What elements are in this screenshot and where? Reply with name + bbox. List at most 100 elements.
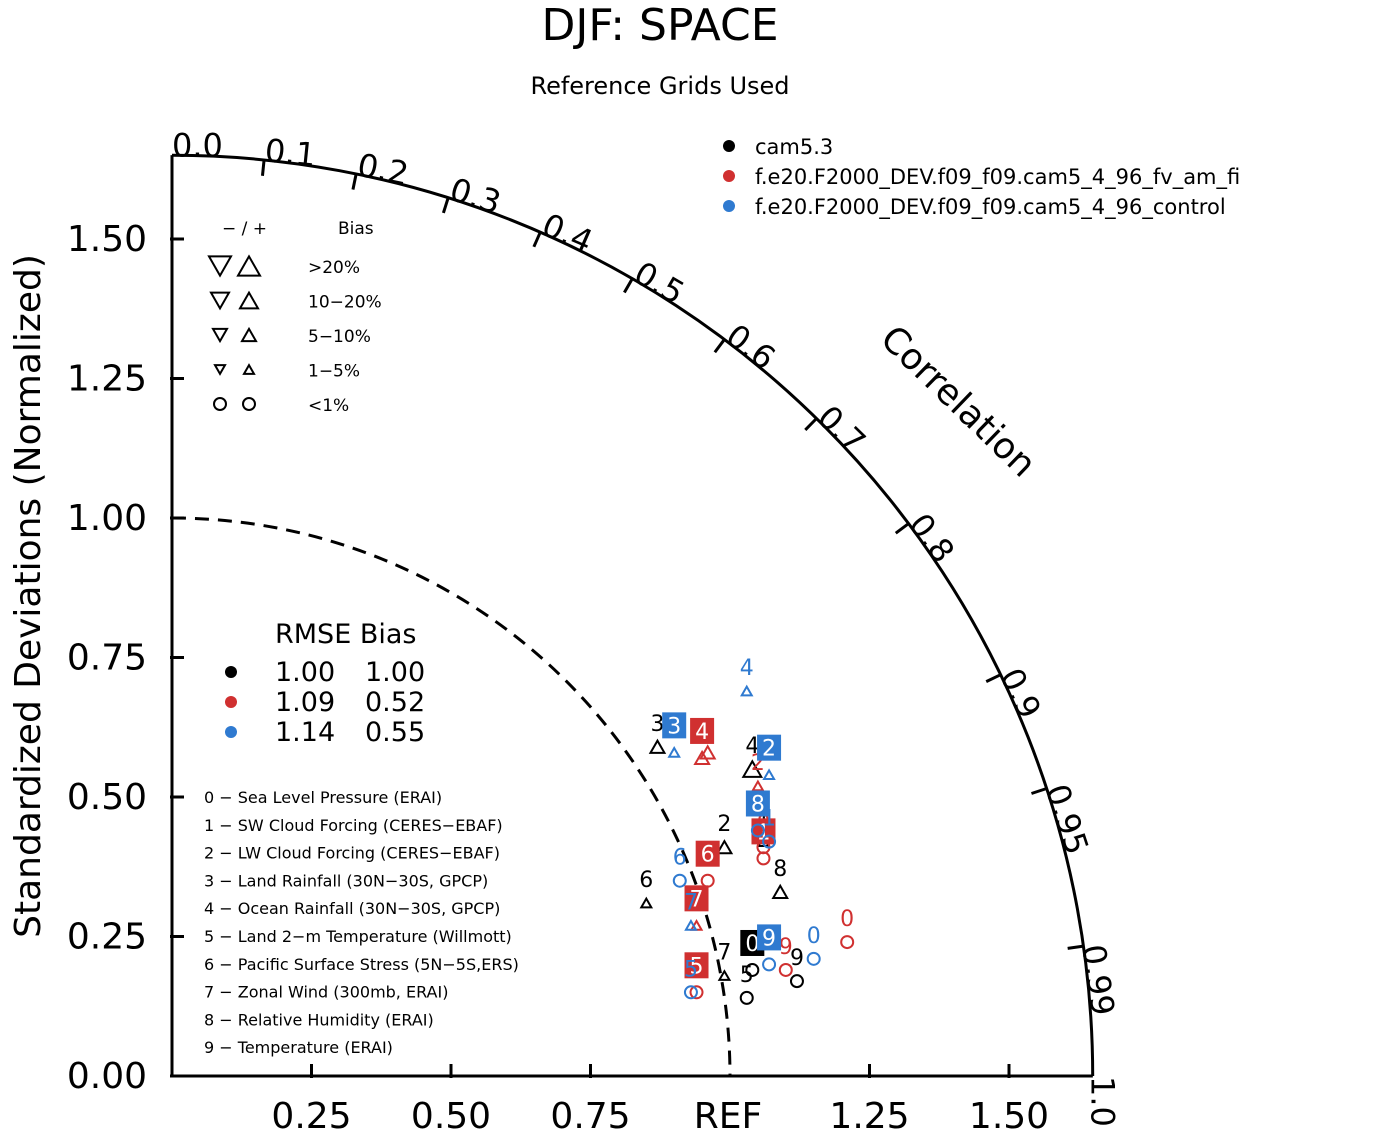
point-label-box (695, 840, 720, 867)
corr-tick-mark (985, 673, 1002, 684)
corr-tick-label: 0.99 (1074, 942, 1122, 1018)
data-point (762, 768, 776, 781)
corr-tick-label: 0.1 (263, 131, 317, 174)
y-tick-label: 0.00 (67, 1056, 147, 1097)
corr-tick-label: 1.0 (1084, 1076, 1122, 1127)
y-tick-label: 1.25 (67, 359, 147, 400)
corr-tick-label: 0.2 (354, 146, 411, 193)
legend-entry: f.e20.F2000_DEV.f09_f09.cam5_4_96_contro… (755, 195, 1226, 220)
point-label: 0 (840, 907, 854, 932)
bias-symbol-minus (213, 364, 227, 376)
y-tick-label: 0.25 (67, 917, 147, 958)
data-point (684, 918, 698, 931)
corr-tick-mark (441, 197, 450, 214)
rmse-value: 1.00 (275, 657, 335, 688)
data-point (771, 883, 789, 899)
point-label-box (690, 717, 715, 744)
bias-value: 0.55 (365, 717, 425, 748)
corr-tick-mark (894, 522, 910, 535)
y-tick-label: 1.00 (67, 498, 147, 539)
bias-symbol-plus (240, 326, 258, 343)
variable-entry: 2 − LW Cloud Forcing (CERES−EBAF) (204, 844, 500, 863)
y-tick-label: 1.50 (67, 219, 147, 260)
point-label: 0 (745, 932, 759, 957)
point-label-box (757, 734, 782, 761)
bias-header: Bias (338, 219, 374, 239)
point-label-box (757, 924, 782, 951)
y-axis-label: Standardized Deviations (Normalized) (8, 254, 49, 938)
data-point (806, 951, 821, 966)
data-point (715, 839, 734, 855)
bias-class-label: >20% (308, 258, 360, 278)
bias-class-label: 5−10% (308, 327, 371, 347)
chart-subtitle: Reference Grids Used (530, 72, 789, 100)
ref-std-arc (171, 516, 732, 1077)
corr-tick-mark (623, 277, 634, 294)
variable-entry: 6 − Pacific Surface Stress (5N−5S,ERS) (204, 955, 519, 974)
bias-symbol-plus (238, 290, 260, 310)
rmse-value: 1.09 (275, 687, 335, 718)
point-label: 6 (639, 868, 653, 893)
point-label: 4 (740, 656, 754, 681)
data-point (751, 779, 765, 792)
bias-class-label: 10−20% (308, 293, 382, 313)
x-tick-label: 1.25 (829, 1096, 909, 1135)
point-label-box (662, 712, 687, 739)
point-label: 3 (667, 714, 681, 739)
variable-entry: 3 − Land Rainfall (30N−30S, GPCP) (204, 871, 488, 890)
data-point (717, 969, 732, 981)
variable-entry: 1 − SW Cloud Forcing (CERES−EBAF) (204, 816, 503, 835)
point-label: 9 (762, 926, 776, 951)
ref-label: REF (694, 1096, 762, 1135)
rmse-dot (225, 726, 237, 738)
corr-tick-mark (532, 231, 542, 248)
axes: 0.000.250.500.751.001.251.500.25 0.50 0.75… (67, 153, 1095, 1135)
bias-symbol-plus (242, 397, 256, 411)
corr-tick-mark (1030, 787, 1048, 795)
data-point (667, 746, 681, 758)
bias-symbol-minus (211, 327, 229, 344)
bias-class-label: 1−5% (308, 362, 360, 382)
corr-tick-label: 0.0 (172, 127, 223, 165)
point-label: 2 (762, 737, 776, 762)
variable-entry: 0 − Sea Level Pressure (ERAI) (204, 788, 442, 807)
point-label: 4 (695, 720, 709, 745)
data-point (840, 935, 855, 950)
point-label: 8 (773, 857, 787, 882)
legend-entry: f.e20.F2000_DEV.f09_f09.cam5_4_96_fv_am_… (755, 165, 1240, 190)
corr-tick-label: 0.6 (719, 316, 783, 377)
point-label: 4 (745, 734, 759, 759)
data-point (700, 873, 715, 888)
variable-entry: 9 − Temperature (ERAI) (204, 1038, 393, 1057)
data-point (762, 957, 777, 972)
point-label: 6 (673, 846, 687, 871)
data-point (672, 873, 687, 888)
x-tick-label: 0.50 (411, 1096, 491, 1135)
corr-tick-label: 0.3 (445, 170, 505, 222)
point-label: 7 (690, 887, 704, 912)
point-label: 5 (690, 954, 704, 979)
correlation-label: Correlation (872, 318, 1043, 485)
bias-legend: − / + Bias >20% 10−20% 5−10% 1−5% <1% (207, 219, 382, 416)
bias-symbol-plus (242, 363, 256, 375)
rmse-dot (225, 666, 237, 678)
data-point (750, 823, 765, 838)
y-tick-label: 0.50 (67, 777, 147, 818)
data-point (740, 684, 754, 697)
corr-tick-mark (804, 417, 818, 431)
series-legend: cam5.3 f.e20.F2000_DEV.f09_f09.cam5_4_96_… (723, 135, 1240, 220)
rmse-dot (225, 696, 237, 708)
point-label: 8 (756, 812, 770, 837)
data-point (698, 744, 717, 760)
x-tick-label: 0.75 (550, 1096, 630, 1135)
variable-entry: 5 − Land 2−m Temperature (Willmott) (204, 927, 512, 946)
corr-tick-mark (713, 338, 726, 354)
corr-tick-label: 0.95 (1038, 780, 1096, 860)
bias-value: 0.52 (365, 687, 425, 718)
point-label: 9 (779, 935, 793, 960)
point-label: 5 (740, 963, 754, 988)
point-label-box (684, 885, 709, 912)
